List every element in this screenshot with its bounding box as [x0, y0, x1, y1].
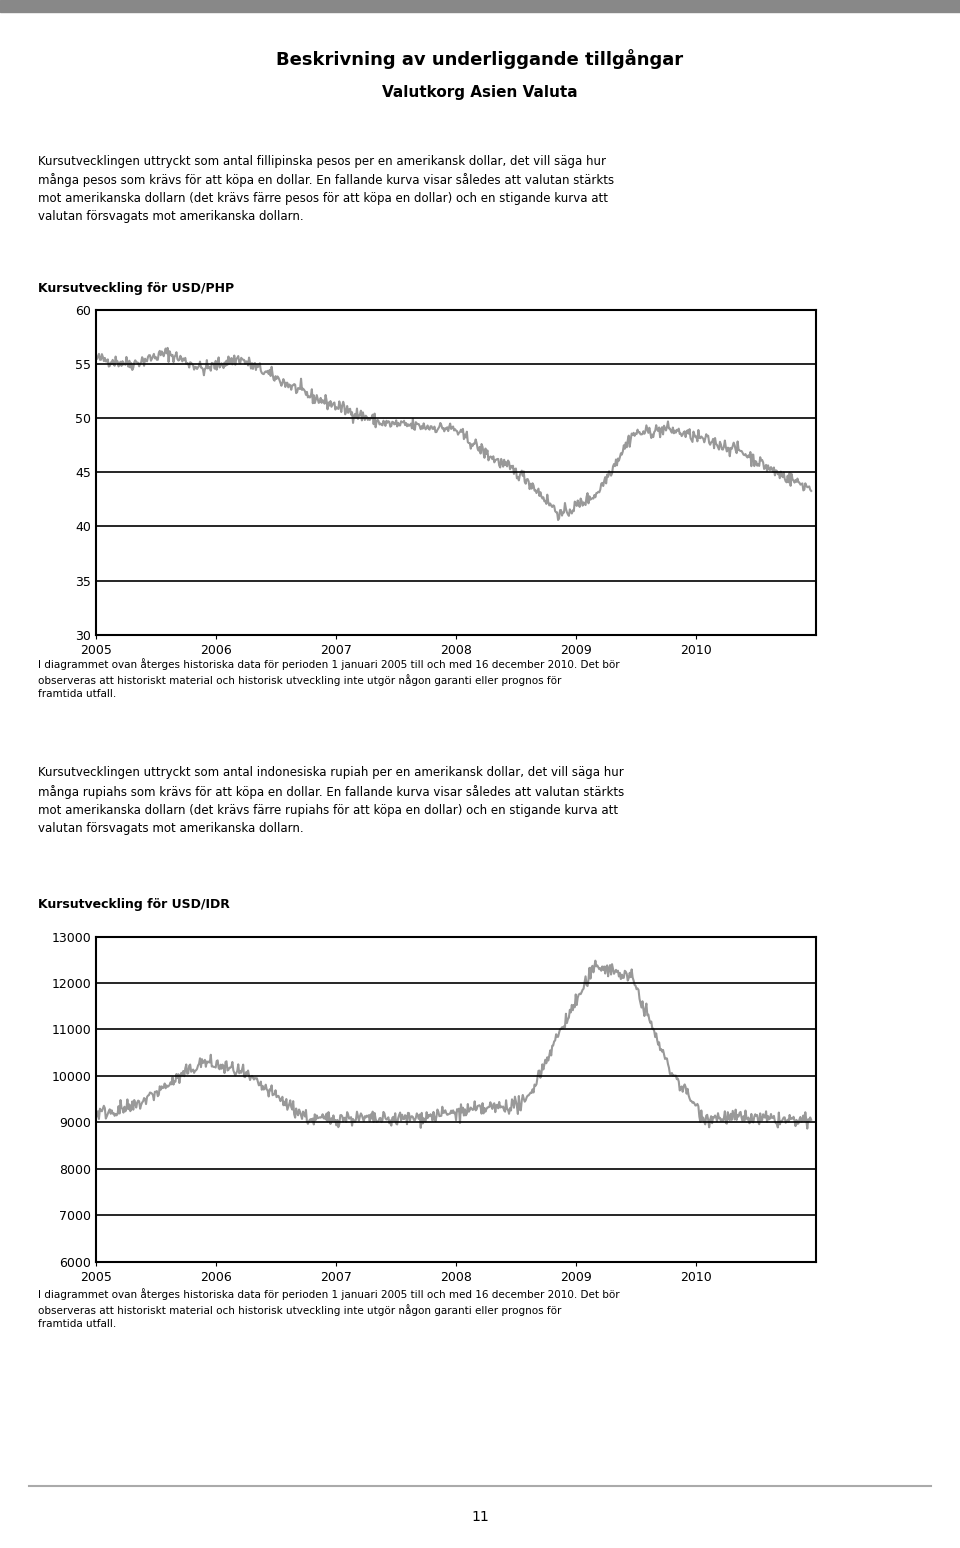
Text: Kursutveckling för USD/PHP: Kursutveckling för USD/PHP	[38, 282, 234, 294]
Text: Kursutvecklingen uttryckt som antal indonesiska rupiah per en amerikansk dollar,: Kursutvecklingen uttryckt som antal indo…	[38, 766, 625, 834]
Text: Beskrivning av underliggande tillgångar: Beskrivning av underliggande tillgångar	[276, 50, 684, 68]
Text: Kursutveckling för USD/IDR: Kursutveckling för USD/IDR	[38, 898, 230, 910]
Bar	[0, 0, 960, 12]
Text: 11: 11	[471, 1509, 489, 1525]
Text: Valutkorg Asien Valuta: Valutkorg Asien Valuta	[382, 85, 578, 101]
Text: I diagrammet ovan återges historiska data för perioden 1 januari 2005 till och m: I diagrammet ovan återges historiska dat…	[38, 1288, 620, 1328]
Text: I diagrammet ovan återges historiska data för perioden 1 januari 2005 till och m: I diagrammet ovan återges historiska dat…	[38, 658, 620, 698]
Text: Kursutvecklingen uttryckt som antal fillipinska pesos per en amerikansk dollar, : Kursutvecklingen uttryckt som antal fill…	[38, 155, 614, 223]
